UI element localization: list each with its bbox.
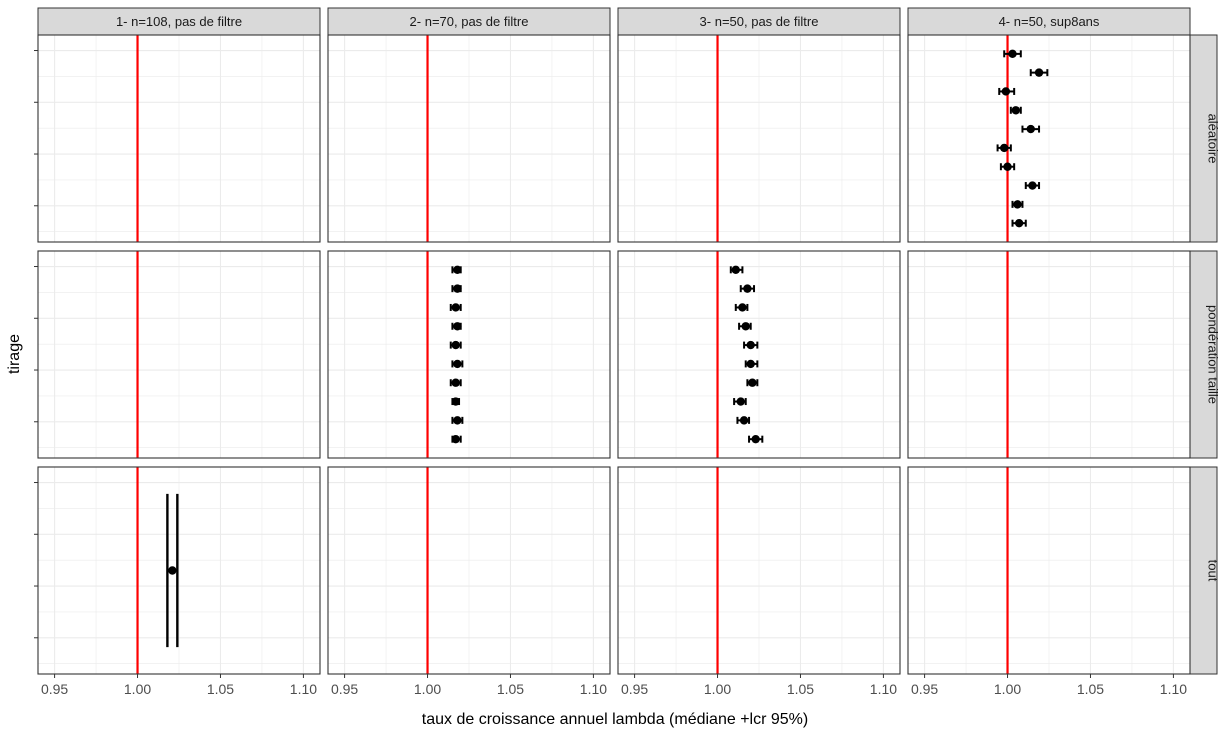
column-strip xyxy=(617,7,901,36)
y-axis-title: tirage xyxy=(6,334,23,374)
data-point xyxy=(453,359,462,369)
x-tick-label: 1.10 xyxy=(870,681,897,697)
row-strip-label: aléatoire xyxy=(1206,114,1221,164)
data-point xyxy=(1003,162,1012,171)
data-point xyxy=(451,378,460,387)
panel-r0-c0 xyxy=(37,34,321,243)
x-tick-label: 1.05 xyxy=(787,681,814,697)
panel-border xyxy=(327,34,611,243)
panel-r1-c2 xyxy=(617,250,901,459)
x-tick-label: 1.05 xyxy=(207,681,234,697)
panel-r1-c3 xyxy=(907,250,1191,459)
x-tick-label: 1.00 xyxy=(124,681,151,697)
x-axis-title: taux de croissance annuel lambda (médian… xyxy=(422,711,808,728)
row-strip-label: tout xyxy=(1206,560,1221,582)
data-point xyxy=(1014,218,1024,228)
data-point xyxy=(451,434,460,444)
data-point xyxy=(746,359,755,369)
column-strip-label: 1- n=108, pas de filtre xyxy=(116,14,242,29)
panel-r0-c3 xyxy=(907,34,1191,243)
panel-border xyxy=(617,466,901,675)
x-tick-label: 1.10 xyxy=(1160,681,1187,697)
x-tick-label: 0.95 xyxy=(621,681,648,697)
row-strip-label: pondération taille xyxy=(1206,305,1221,404)
panel-border xyxy=(617,34,901,243)
data-point xyxy=(743,284,752,293)
data-point xyxy=(453,322,462,331)
labels-layer: taux de croissance annuel lambda (médian… xyxy=(6,334,808,728)
panel-border xyxy=(907,250,1191,459)
column-strip-label: 3- n=50, pas de filtre xyxy=(700,14,819,29)
x-tick-label: 1.00 xyxy=(704,681,731,697)
data-point xyxy=(1013,200,1022,209)
x-tick-label: 1.00 xyxy=(994,681,1021,697)
column-strip xyxy=(37,7,321,36)
column-strip-label: 2- n=70, pas de filtre xyxy=(410,14,529,29)
data-point xyxy=(453,416,462,425)
data-point xyxy=(451,397,460,406)
data-point xyxy=(451,340,460,350)
panel-border xyxy=(907,466,1191,675)
data-point xyxy=(168,566,177,575)
panel-border xyxy=(907,34,1191,243)
panel-r2-c2 xyxy=(617,466,901,675)
data-point xyxy=(731,265,740,275)
x-tick-label: 0.95 xyxy=(911,681,938,697)
data-point xyxy=(453,284,462,293)
panel-r0-c1 xyxy=(327,34,611,243)
panel-border xyxy=(617,250,901,459)
x-tick-label: 1.05 xyxy=(497,681,524,697)
x-tick-label: 0.95 xyxy=(41,681,68,697)
panel-r2-c3 xyxy=(907,466,1191,675)
data-point xyxy=(1008,49,1017,59)
panel-r2-c0 xyxy=(37,466,321,675)
data-point xyxy=(1034,68,1044,77)
data-point xyxy=(746,340,755,350)
panel-r1-c0 xyxy=(37,250,321,459)
x-tick-label: 0.95 xyxy=(331,681,358,697)
panel-r2-c1 xyxy=(327,466,611,675)
data-point xyxy=(451,303,460,312)
row-strip xyxy=(1189,34,1218,243)
panel-border xyxy=(327,250,611,459)
data-point xyxy=(751,434,760,444)
panel-border xyxy=(37,466,321,675)
data-point xyxy=(739,416,749,425)
panel-border xyxy=(327,466,611,675)
data-point xyxy=(1011,106,1021,115)
panels-layer: 1- n=108, pas de filtre 2- n=70, pas de f… xyxy=(34,7,1221,697)
data-point xyxy=(1026,124,1035,134)
row-strip xyxy=(1189,466,1218,675)
x-tick-label: 1.10 xyxy=(290,681,317,697)
data-point xyxy=(738,303,747,312)
data-point xyxy=(748,378,757,387)
column-strip xyxy=(907,7,1191,36)
data-point xyxy=(736,397,745,406)
column-strip xyxy=(327,7,611,36)
data-point xyxy=(453,265,462,275)
panel-border xyxy=(37,250,321,459)
x-tick-label: 1.00 xyxy=(414,681,441,697)
panel-r1-c1 xyxy=(327,250,611,459)
data-point xyxy=(1028,181,1037,190)
data-point xyxy=(1001,87,1011,96)
column-strip-label: 4- n=50, sup8ans xyxy=(999,14,1100,29)
x-tick-label: 1.10 xyxy=(580,681,607,697)
panel-r0-c2 xyxy=(617,34,901,243)
panel-border xyxy=(37,34,321,243)
x-tick-label: 1.05 xyxy=(1077,681,1104,697)
data-point xyxy=(1000,143,1009,153)
data-point xyxy=(741,322,750,331)
